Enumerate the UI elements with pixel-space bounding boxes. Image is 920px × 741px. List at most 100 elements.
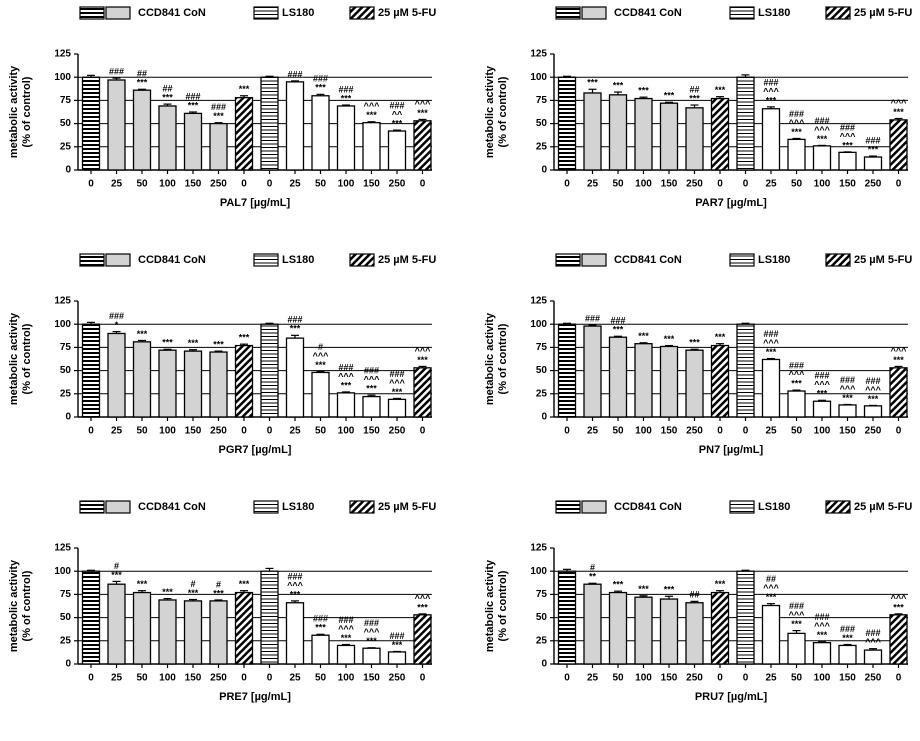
- bar: [311, 371, 330, 418]
- legend-swatch: [79, 253, 105, 267]
- x-tick-label: 50: [136, 426, 148, 437]
- bar: [659, 345, 679, 418]
- significance-label: ###: [287, 69, 302, 79]
- significance-label: ^^^: [789, 369, 806, 379]
- significance-label: ^^^: [287, 580, 304, 590]
- significance-label: ^^^: [891, 346, 908, 356]
- x-tick-label: 100: [635, 179, 652, 190]
- bar: [736, 323, 755, 418]
- bar: [634, 343, 653, 418]
- bar: [234, 591, 254, 665]
- significance-label: ***: [638, 331, 649, 341]
- x-axis-label: PRE7 [µg/mL]: [219, 691, 291, 703]
- bar: [387, 130, 407, 171]
- bar: [736, 76, 755, 171]
- x-tick-label: 250: [210, 179, 227, 190]
- significance-label: ***: [239, 84, 250, 94]
- bar: [311, 95, 330, 171]
- bar: [413, 367, 432, 418]
- significance-label: ^^^: [763, 583, 780, 593]
- bar: [260, 570, 279, 665]
- y-tick-label: 125: [530, 296, 547, 307]
- x-tick-label: 25: [111, 673, 123, 684]
- x-tick-label: 100: [159, 426, 176, 437]
- bar: [260, 76, 279, 171]
- significance-label: ###: [840, 624, 855, 634]
- x-tick-label: 150: [839, 426, 856, 437]
- legend-swatch: [555, 500, 581, 514]
- significance-label: ^^^: [840, 131, 857, 141]
- y-tick-label: 0: [541, 412, 547, 423]
- significance-label: ***: [791, 619, 802, 629]
- bar: [685, 602, 704, 665]
- y-axis-label: (% of control): [21, 570, 33, 641]
- x-tick-label: 50: [315, 426, 327, 437]
- bar: [336, 644, 356, 665]
- x-tick-label: 100: [814, 179, 831, 190]
- significance-label: ^^^: [364, 375, 381, 385]
- significance-label: ***: [315, 623, 326, 633]
- x-axis-label: PAL7 [µg/mL]: [220, 197, 291, 209]
- bar: [81, 570, 101, 665]
- significance-label: ###: [364, 366, 379, 376]
- bar: [132, 89, 152, 171]
- x-axis-label: PN7 [µg/mL]: [699, 444, 764, 456]
- x-tick-label: 25: [289, 179, 301, 190]
- y-tick-label: 100: [530, 319, 547, 330]
- legend-label: CCD841 CoN: [138, 501, 206, 513]
- legend-swatch: [349, 6, 375, 20]
- y-tick-label: 50: [60, 365, 72, 376]
- y-tick-label: 25: [536, 141, 548, 152]
- significance-label: ###: [185, 91, 200, 101]
- significance-label: ###: [211, 102, 226, 112]
- significance-label: ^^^: [865, 637, 882, 647]
- x-tick-label: 25: [289, 673, 301, 684]
- x-tick-label: 250: [865, 673, 882, 684]
- significance-label: ***: [417, 602, 428, 612]
- significance-label: ***: [213, 111, 224, 121]
- y-tick-label: 25: [536, 388, 548, 399]
- legend-swatch: [253, 6, 279, 20]
- x-tick-label: 0: [241, 673, 247, 684]
- x-tick-label: 25: [765, 179, 777, 190]
- significance-label: ***: [893, 107, 904, 117]
- x-tick-label: 0: [743, 179, 749, 190]
- significance-label: ^^^: [789, 118, 806, 128]
- panel: CCD841 CoN LS180 25 µM 5-FU 0 25 50 75 100 125 me…: [8, 6, 436, 209]
- significance-label: ***: [162, 338, 173, 348]
- panel: CCD841 CoN LS180 25 µM 5-FU 0 25 50 75 100 125 me…: [484, 6, 912, 209]
- significance-label: ##: [162, 83, 172, 93]
- significance-label: ***: [766, 95, 777, 105]
- bar: [710, 344, 730, 418]
- x-tick-label: 150: [661, 673, 678, 684]
- bar: [889, 367, 908, 418]
- significance-label: ^^^: [338, 624, 355, 634]
- legend-swatch: [555, 6, 581, 20]
- significance-label: ###: [814, 116, 829, 126]
- significance-label: ***: [392, 387, 403, 397]
- legend-swatch: [79, 6, 105, 20]
- bar: [234, 96, 254, 171]
- x-tick-label: 25: [111, 426, 123, 437]
- significance-label: ^^^: [389, 378, 406, 388]
- significance-label: ***: [817, 630, 828, 640]
- x-tick-label: 250: [686, 673, 703, 684]
- significance-label: ***: [664, 334, 675, 344]
- x-tick-label: 0: [743, 426, 749, 437]
- significance-label: ***: [392, 640, 403, 650]
- y-axis-label: metabolic activity: [8, 312, 20, 405]
- x-tick-label: 0: [420, 179, 426, 190]
- x-tick-label: 50: [612, 426, 624, 437]
- significance-label: ***: [315, 83, 326, 93]
- x-tick-label: 100: [635, 673, 652, 684]
- x-tick-label: 50: [612, 179, 624, 190]
- x-tick-label: 250: [389, 673, 406, 684]
- panel: CCD841 CoN LS180 25 µM 5-FU 0 25 50 75 100 125 me…: [484, 500, 912, 703]
- significance-label: ###: [763, 77, 778, 87]
- significance-label: ***: [366, 636, 377, 646]
- significance-label: ###: [840, 375, 855, 385]
- significance-label: ***: [341, 380, 352, 390]
- significance-label: ###: [814, 371, 829, 381]
- bar: [311, 634, 330, 665]
- significance-label: ***: [111, 570, 122, 580]
